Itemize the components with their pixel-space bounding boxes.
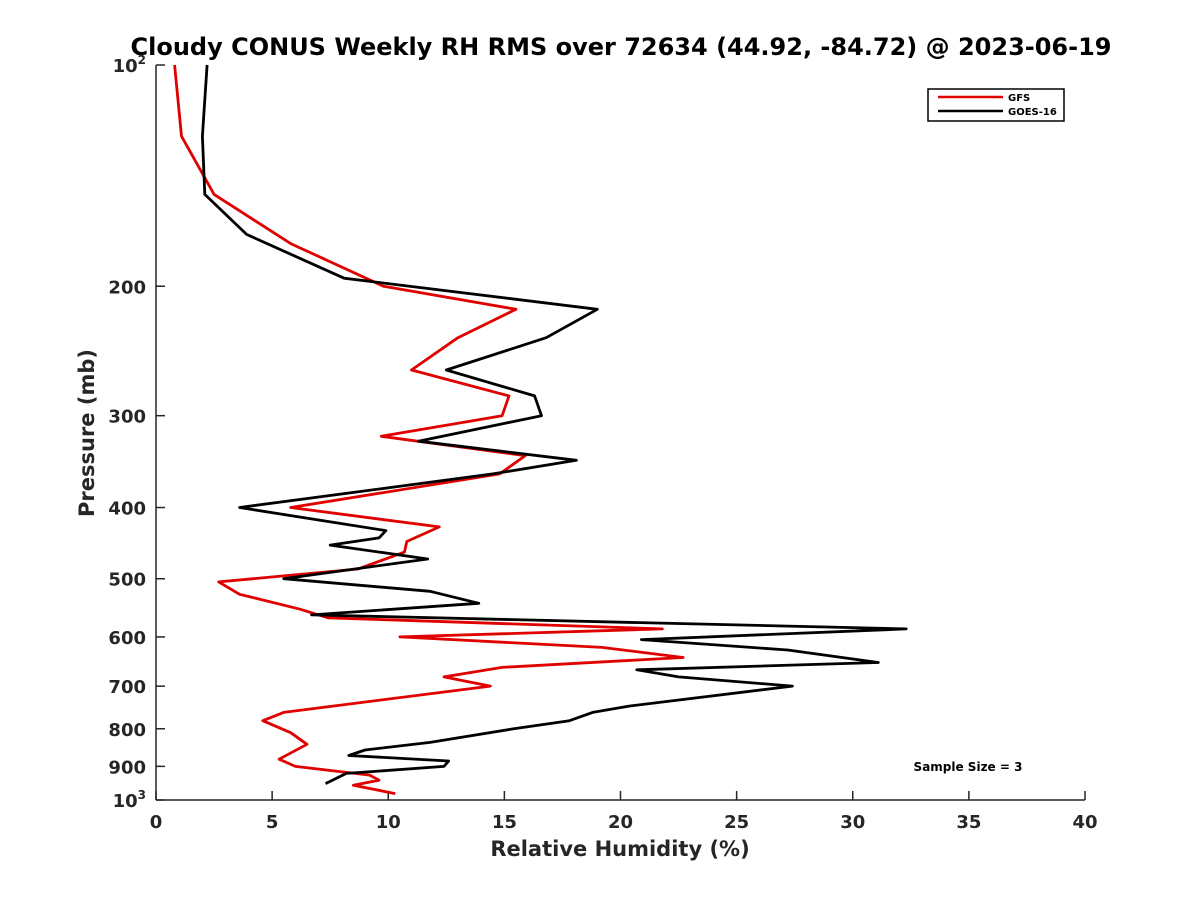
plot-area: 0 5 10 15 20 25 30 35 40 102 200 300 400 500 600 700 80… (108, 53, 1097, 833)
series-line-gfs (173, 64, 685, 795)
x-axis-label: Relative Humidity (%) (490, 837, 749, 861)
legend-label-gfs: GFS (1008, 93, 1030, 104)
y-ticks: 102 200 300 400 500 600 700 800 900 103 (108, 53, 165, 812)
y-tick-label: 400 (108, 499, 146, 520)
x-tick-label: 40 (1072, 812, 1097, 833)
y-tick-label: 200 (108, 277, 146, 298)
chart-title: Cloudy CONUS Weekly RH RMS over 72634 (4… (131, 33, 1112, 61)
x-tick-label: 10 (376, 812, 401, 833)
series-lines (173, 64, 908, 795)
legend-label-goes16: GOES-16 (1008, 107, 1057, 118)
x-tick-label: 35 (956, 812, 981, 833)
x-tick-label: 0 (150, 812, 163, 833)
series-line-goes16 (200, 64, 908, 785)
sample-size-annotation: Sample Size = 3 (914, 760, 1023, 774)
x-tick-label: 20 (608, 812, 633, 833)
y-tick-label: 800 (108, 720, 146, 741)
x-ticks: 0 5 10 15 20 25 30 35 40 (150, 791, 1098, 833)
y-tick-label: 900 (108, 757, 146, 778)
legend: GFS GOES-16 (927, 88, 1065, 122)
x-tick-label: 5 (266, 812, 279, 833)
x-tick-label: 25 (724, 812, 749, 833)
y-tick-label: 500 (108, 570, 146, 591)
y-tick-label: 102 (113, 53, 146, 77)
x-tick-label: 30 (840, 812, 865, 833)
y-tick-label: 700 (108, 677, 146, 698)
legend-box (927, 88, 1065, 122)
y-axis-label: Pressure (mb) (75, 349, 99, 517)
y-tick-label: 103 (113, 788, 146, 812)
y-tick-label: 600 (108, 628, 146, 649)
x-tick-label: 15 (492, 812, 517, 833)
y-tick-label: 300 (108, 407, 146, 428)
